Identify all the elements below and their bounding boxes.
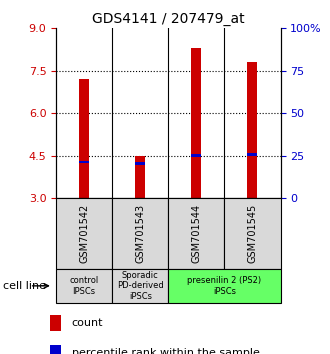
Bar xyxy=(248,62,257,198)
Bar xyxy=(135,156,145,198)
Text: control
IPSCs: control IPSCs xyxy=(70,276,99,296)
Bar xyxy=(168,198,224,269)
Title: GDS4141 / 207479_at: GDS4141 / 207479_at xyxy=(92,12,245,26)
Text: GSM701545: GSM701545 xyxy=(248,204,257,263)
Bar xyxy=(191,48,201,198)
Bar xyxy=(112,269,168,303)
Bar xyxy=(50,315,61,331)
Text: GSM701542: GSM701542 xyxy=(79,204,89,263)
Text: percentile rank within the sample: percentile rank within the sample xyxy=(72,348,260,354)
Text: GSM701544: GSM701544 xyxy=(191,204,201,263)
Bar xyxy=(79,161,89,164)
Bar xyxy=(56,269,112,303)
Bar xyxy=(224,198,280,269)
Text: count: count xyxy=(72,318,103,329)
Bar xyxy=(168,269,280,303)
Bar xyxy=(50,345,61,354)
Text: cell line: cell line xyxy=(3,281,46,291)
Bar xyxy=(191,154,201,157)
Bar xyxy=(56,198,112,269)
Bar xyxy=(135,162,145,165)
Bar xyxy=(112,198,168,269)
Text: presenilin 2 (PS2)
iPSCs: presenilin 2 (PS2) iPSCs xyxy=(187,276,261,296)
Bar xyxy=(248,153,257,156)
Bar xyxy=(79,79,89,198)
Text: GSM701543: GSM701543 xyxy=(135,204,145,263)
Text: Sporadic
PD-derived
iPSCs: Sporadic PD-derived iPSCs xyxy=(117,271,164,301)
